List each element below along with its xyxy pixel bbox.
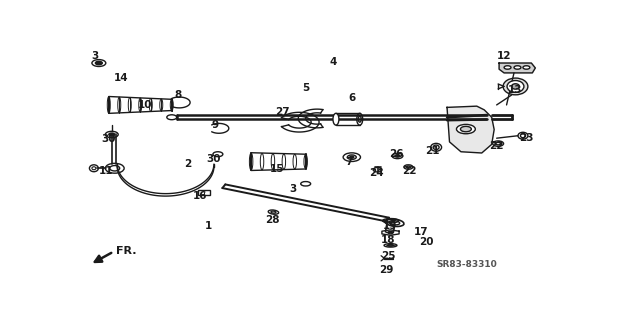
Bar	[198, 190, 210, 195]
Circle shape	[213, 152, 223, 157]
Text: 8: 8	[175, 90, 182, 100]
Text: 16: 16	[193, 191, 207, 201]
Text: 20: 20	[419, 237, 433, 247]
Text: 30: 30	[207, 154, 221, 164]
Text: 29: 29	[380, 265, 394, 275]
Text: 4: 4	[329, 57, 337, 67]
Text: 17: 17	[414, 227, 429, 237]
Text: FR.: FR.	[116, 246, 136, 256]
Text: 23: 23	[519, 133, 534, 143]
Text: 10: 10	[138, 100, 153, 110]
Ellipse shape	[503, 78, 528, 95]
Text: 9: 9	[211, 120, 218, 130]
Circle shape	[504, 66, 511, 69]
Text: 2: 2	[184, 159, 192, 169]
Ellipse shape	[507, 81, 524, 92]
Text: 6: 6	[348, 92, 355, 102]
Text: 30: 30	[102, 134, 116, 144]
Text: 7: 7	[346, 156, 353, 167]
Text: 5: 5	[302, 83, 309, 93]
Text: SR83-83310: SR83-83310	[436, 260, 497, 269]
Ellipse shape	[511, 84, 520, 89]
Text: 22: 22	[490, 140, 504, 151]
Text: 27: 27	[275, 107, 290, 117]
Circle shape	[109, 133, 115, 136]
Text: 3: 3	[290, 184, 297, 194]
Circle shape	[514, 66, 521, 69]
Text: 25: 25	[381, 251, 396, 261]
Circle shape	[95, 61, 102, 65]
Circle shape	[167, 115, 177, 120]
Ellipse shape	[456, 124, 476, 134]
Circle shape	[106, 131, 118, 138]
Circle shape	[92, 60, 106, 67]
Polygon shape	[499, 63, 535, 73]
Text: 18: 18	[381, 236, 396, 245]
Text: 13: 13	[508, 85, 523, 95]
Text: 26: 26	[389, 149, 404, 159]
Text: 11: 11	[99, 166, 113, 176]
Ellipse shape	[333, 113, 339, 125]
Polygon shape	[447, 106, 494, 153]
Text: 19: 19	[383, 221, 397, 231]
Ellipse shape	[460, 126, 471, 132]
Text: 21: 21	[425, 146, 440, 156]
Ellipse shape	[350, 156, 354, 158]
Text: 28: 28	[265, 214, 280, 225]
Text: 12: 12	[497, 51, 511, 61]
Text: 15: 15	[270, 164, 285, 174]
Text: 3: 3	[92, 51, 99, 61]
Text: 22: 22	[403, 166, 417, 176]
Text: 1: 1	[204, 221, 212, 231]
Text: 14: 14	[113, 73, 128, 83]
Circle shape	[523, 66, 530, 69]
Text: 24: 24	[369, 168, 384, 178]
